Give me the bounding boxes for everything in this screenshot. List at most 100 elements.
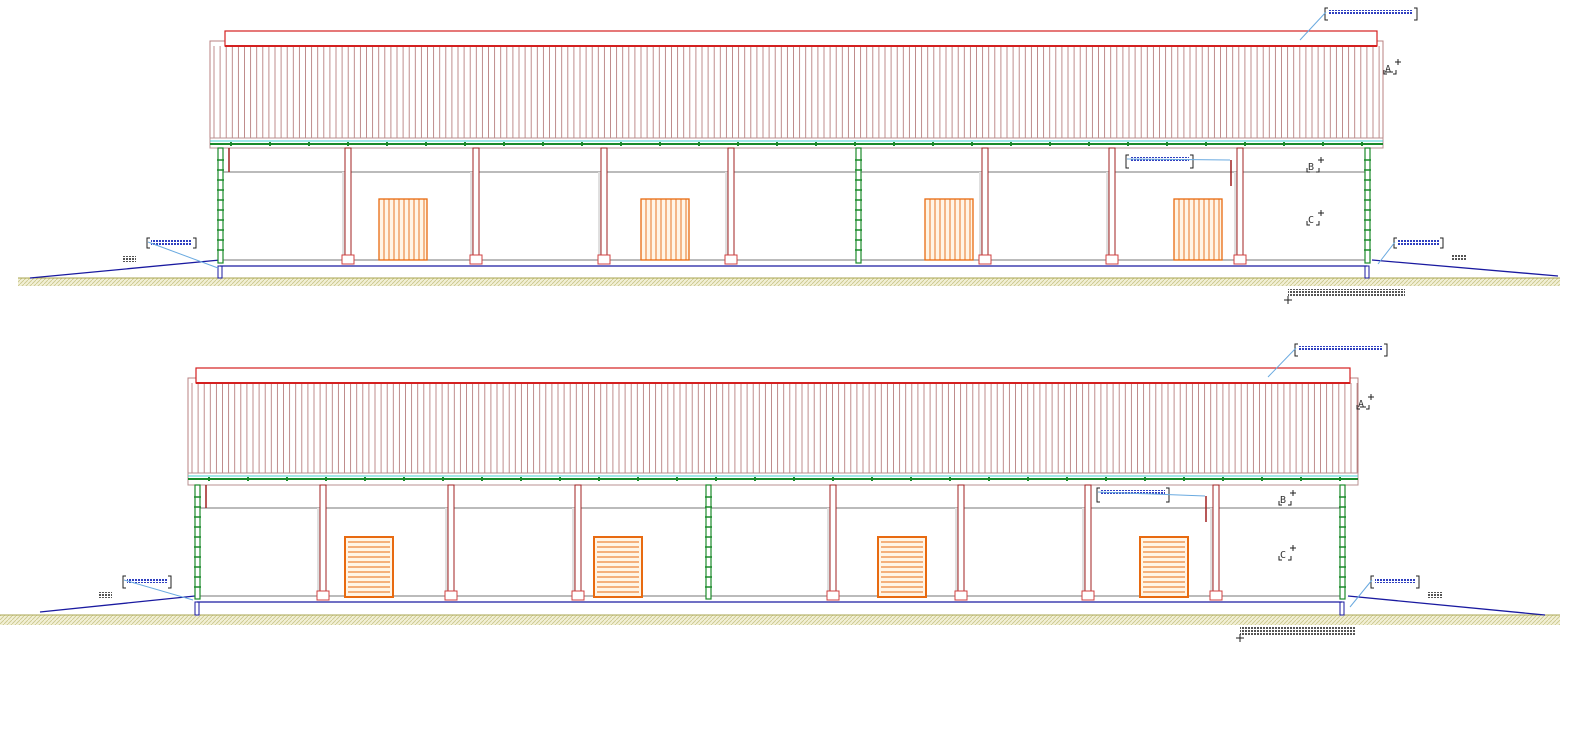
- footing-left: [217, 265, 223, 279]
- beam-bolt: [1339, 477, 1341, 481]
- column-base: [826, 590, 840, 601]
- ground-hatch: [18, 278, 1560, 286]
- ground-hatch: [0, 615, 1560, 625]
- beam-bolt: [503, 142, 505, 146]
- annotation-leader: [1349, 579, 1373, 608]
- beam-bolt: [598, 477, 600, 481]
- column: [981, 147, 989, 256]
- wall-cladding: [209, 40, 1384, 139]
- beam-bolt: [1010, 142, 1012, 146]
- column: [1084, 484, 1092, 592]
- ramp-right: [1347, 595, 1546, 616]
- footing-right: [1339, 601, 1345, 616]
- annotation-bracket: [1294, 343, 1388, 357]
- beam-bolt: [559, 477, 561, 481]
- drainpipe-body: [194, 484, 201, 600]
- beam-bolt: [1322, 142, 1324, 146]
- beam-bolt: [815, 142, 817, 146]
- beam-bolt: [403, 477, 405, 481]
- door: [593, 536, 643, 598]
- beam-bolt: [230, 142, 232, 146]
- drainpipe: [705, 484, 712, 600]
- beam-bolt: [620, 142, 622, 146]
- beam-bolt: [988, 477, 990, 481]
- beam-bolt: [871, 477, 873, 481]
- column-base: [341, 254, 355, 265]
- column-base: [316, 590, 330, 601]
- column: [574, 484, 582, 592]
- annotation-note: [1267, 343, 1388, 378]
- drainpipe: [217, 147, 224, 264]
- annotation-leader: [1299, 11, 1327, 41]
- column-base: [1105, 254, 1119, 265]
- beam-bolt: [971, 142, 973, 146]
- beam-bolt: [1244, 142, 1246, 146]
- crosshair-icon: [1236, 634, 1244, 642]
- marker-cross-icon: [1306, 210, 1324, 226]
- column: [472, 147, 480, 256]
- dimension-text-block: [1240, 627, 1355, 635]
- column: [957, 484, 965, 592]
- door-frame: [640, 198, 690, 261]
- footing-left: [194, 601, 200, 616]
- beam-bolt: [1144, 477, 1146, 481]
- column-base: [954, 590, 968, 601]
- column: [344, 147, 352, 256]
- beam-bolt: [637, 477, 639, 481]
- beam-bolt: [247, 477, 249, 481]
- beam-bolt: [308, 142, 310, 146]
- marker-cross-icon: [1278, 490, 1296, 506]
- marker-cross-icon: [1356, 394, 1374, 410]
- beam-bolt: [832, 477, 834, 481]
- beam-bolt: [1205, 142, 1207, 146]
- column-base: [978, 254, 992, 265]
- beam-bolt: [325, 477, 327, 481]
- beam-bolt: [1222, 477, 1224, 481]
- beam-bolt: [698, 142, 700, 146]
- ramp-right: [1371, 259, 1559, 277]
- door-frame: [1173, 198, 1223, 261]
- column-base: [571, 590, 585, 601]
- door: [877, 536, 927, 598]
- beam-bolt: [910, 477, 912, 481]
- annotation-note: [146, 237, 219, 269]
- column: [319, 484, 327, 592]
- beam-bolt: [425, 142, 427, 146]
- marker-label-b: B: [1280, 495, 1286, 506]
- annotation-text-block: [1299, 346, 1383, 351]
- slope-symbol: [1428, 592, 1442, 598]
- marker-label-a: A: [1385, 64, 1391, 75]
- beam-bolt: [208, 477, 210, 481]
- ramp-left: [39, 595, 196, 613]
- column-base: [1081, 590, 1095, 601]
- door: [924, 198, 974, 261]
- beam-bolt: [581, 142, 583, 146]
- door-frame: [378, 198, 428, 261]
- slope-symbol: [98, 592, 112, 598]
- cladding-ribs: [191, 383, 1358, 473]
- beam-bolt: [364, 477, 366, 481]
- beam-bolt: [1127, 142, 1129, 146]
- annotation-leader: [123, 579, 194, 601]
- door: [344, 536, 394, 598]
- marker-cross-icon: [1306, 157, 1324, 173]
- door: [378, 198, 428, 261]
- door-frame: [924, 198, 974, 261]
- marker-cross-icon: [1278, 545, 1296, 561]
- beam-bolt: [1283, 142, 1285, 146]
- annotation-note: [1125, 154, 1231, 169]
- column: [1212, 484, 1220, 592]
- beam-bolt: [676, 477, 678, 481]
- column-base: [1233, 254, 1247, 265]
- drainpipe: [855, 147, 862, 264]
- annotation-note: [1096, 487, 1206, 503]
- beam-bolt: [854, 142, 856, 146]
- column-base: [724, 254, 738, 265]
- annotation-text-block: [1329, 10, 1413, 15]
- drainpipe: [1364, 147, 1371, 264]
- beam-bolt: [286, 477, 288, 481]
- annotation-bracket: [122, 575, 172, 589]
- column-base: [597, 254, 611, 265]
- crosshair-icon: [1284, 296, 1292, 304]
